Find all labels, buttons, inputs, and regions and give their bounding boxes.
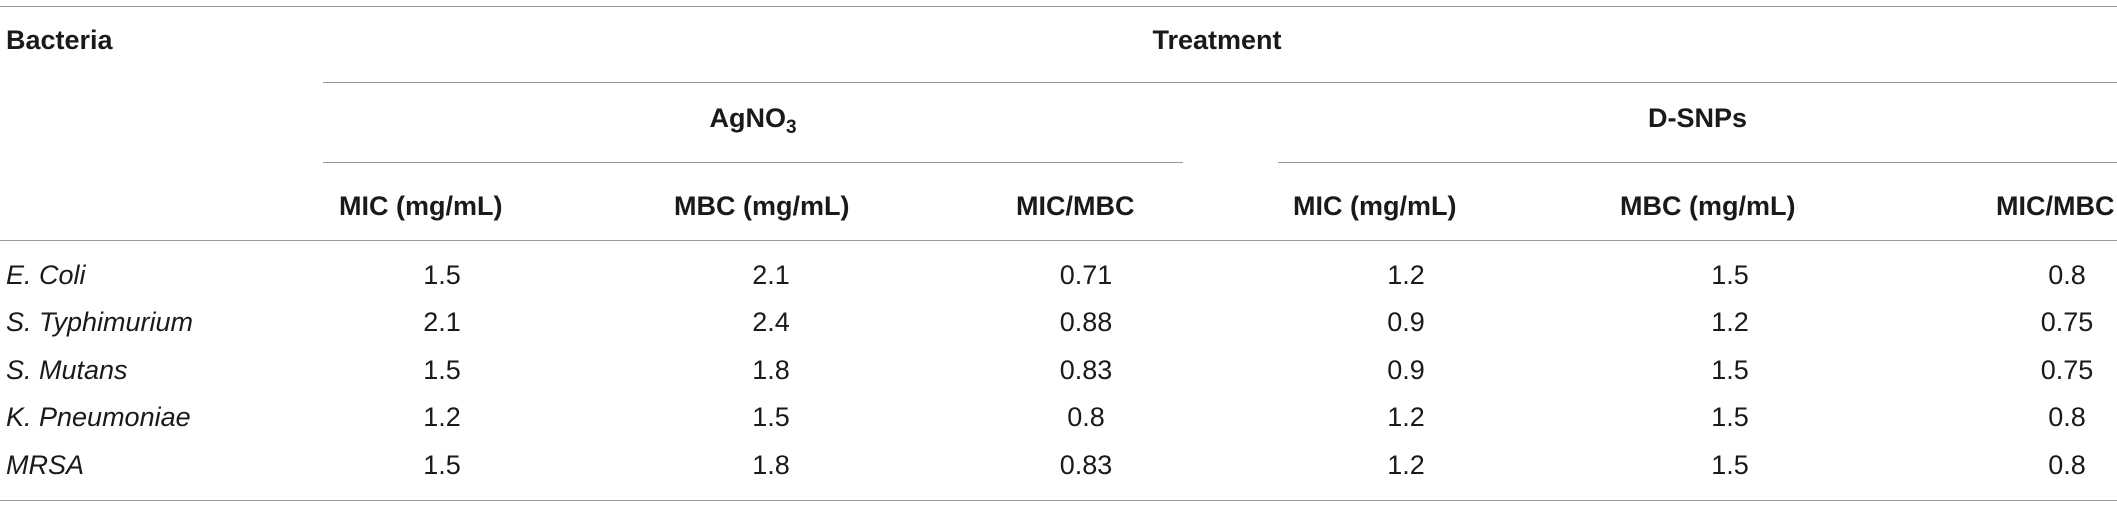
table-cell: 1.5 xyxy=(1711,402,1749,432)
table-cell: 2.1 xyxy=(752,260,790,290)
table-cell: 0.8 xyxy=(1067,402,1105,432)
dsnps-header: D-SNPs xyxy=(1647,103,1748,133)
bacteria-name: MRSA xyxy=(6,450,85,480)
table-cell: 0.9 xyxy=(1387,307,1425,337)
table-cell: 1.5 xyxy=(1711,260,1749,290)
table-cell: 0.71 xyxy=(1059,260,1113,290)
table-cell: 1.5 xyxy=(423,355,461,385)
agno3-header: AgNO3 xyxy=(323,102,1183,138)
bacteria-name: E. Coli xyxy=(6,260,86,290)
table-cell: 1.8 xyxy=(752,355,790,385)
table-cell: 0.75 xyxy=(2040,307,2094,337)
table-top-rule xyxy=(0,6,2117,7)
table-cell: 1.5 xyxy=(752,402,790,432)
table-cell: 1.2 xyxy=(1387,402,1425,432)
table-cell: 0.75 xyxy=(2040,355,2094,385)
table-cell: 1.2 xyxy=(1711,307,1749,337)
table-cell: 1.8 xyxy=(752,450,790,480)
header-bottom-rule xyxy=(0,240,2117,241)
table-cell: 0.88 xyxy=(1059,307,1113,337)
dsnps-ratio-header: MIC/MBC xyxy=(1996,191,2115,221)
table-cell: 1.5 xyxy=(423,260,461,290)
table-cell: 1.5 xyxy=(1711,450,1749,480)
table-cell: 2.4 xyxy=(752,307,790,337)
table-cell: 1.2 xyxy=(1387,450,1425,480)
table-cell: 1.2 xyxy=(423,402,461,432)
table-cell: 0.8 xyxy=(2048,260,2086,290)
agno3-ratio-header: MIC/MBC xyxy=(1016,191,1135,221)
bacteria-name: S. Typhimurium xyxy=(6,307,194,337)
agno3-underline xyxy=(323,162,1183,163)
bacteria-header: Bacteria xyxy=(6,25,113,55)
bacteria-name: S. Mutans xyxy=(6,355,128,385)
treatment-header: Treatment xyxy=(1152,25,1282,55)
agno3-label: AgNO xyxy=(709,103,786,133)
agno3-mic-header: MIC (mg/mL) xyxy=(339,191,503,221)
dsnps-mbc-header: MBC (mg/mL) xyxy=(1620,191,1796,221)
table-cell: 0.83 xyxy=(1059,450,1113,480)
bacteria-name: K. Pneumoniae xyxy=(6,402,191,432)
table-cell: 0.8 xyxy=(2048,402,2086,432)
agno3-mbc-header: MBC (mg/mL) xyxy=(674,191,850,221)
treatment-underline xyxy=(323,82,2117,83)
table-cell: 1.5 xyxy=(1711,355,1749,385)
dsnps-mic-header: MIC (mg/mL) xyxy=(1293,191,1457,221)
table-cell: 0.8 xyxy=(2048,450,2086,480)
dsnps-underline xyxy=(1278,162,2117,163)
table-cell: 0.83 xyxy=(1059,355,1113,385)
table-cell: 1.5 xyxy=(423,450,461,480)
table-bottom-rule xyxy=(0,500,2117,501)
table-cell: 1.2 xyxy=(1387,260,1425,290)
table-cell: 2.1 xyxy=(423,307,461,337)
table-cell: 0.9 xyxy=(1387,355,1425,385)
agno3-subscript: 3 xyxy=(785,117,797,138)
